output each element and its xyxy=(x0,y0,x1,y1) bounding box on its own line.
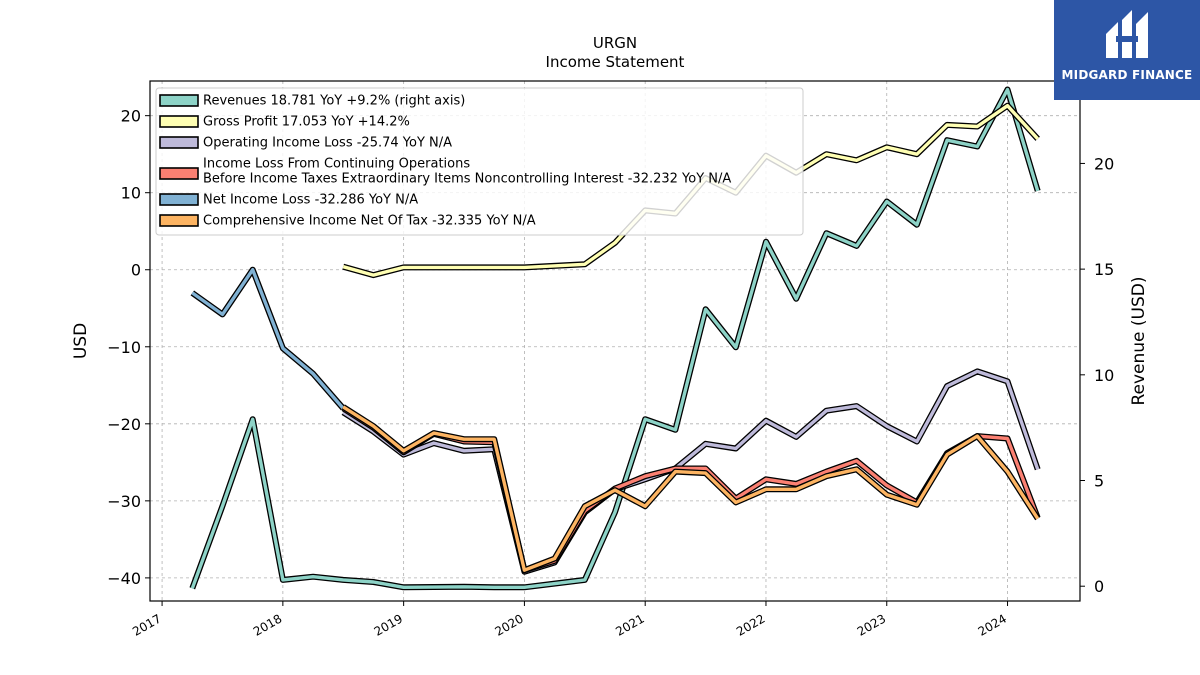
tick-label-right: 5 xyxy=(1094,472,1104,491)
legend: Revenues 18.781 YoY +9.2% (right axis) Gr… xyxy=(155,87,804,236)
tick-label-x: 2017 xyxy=(130,611,163,638)
legend-label: Income Loss From Continuing Operations xyxy=(203,157,470,172)
series-line xyxy=(190,87,1040,589)
tick-label-x: 2024 xyxy=(976,611,1009,638)
legend-swatch xyxy=(159,94,199,107)
grid-lines xyxy=(150,81,1080,601)
legend-label: Operating Income Loss -25.74 YoY N/A xyxy=(203,136,452,151)
series-4 xyxy=(190,266,346,411)
tick-label-x: 2021 xyxy=(613,611,646,638)
legend-swatch xyxy=(159,115,199,128)
logo-icon xyxy=(1106,10,1148,58)
tick-label-left: 20 xyxy=(121,107,141,126)
tick-label-right: 20 xyxy=(1094,154,1114,173)
tick-label-left: −40 xyxy=(107,569,141,588)
tick-label-x: 2023 xyxy=(855,611,888,638)
tick-label-right: 0 xyxy=(1094,577,1104,596)
series-layer xyxy=(189,86,1041,591)
legend-label: Gross Profit 17.053 YoY +14.2% xyxy=(203,115,410,130)
legend-swatch xyxy=(159,136,199,149)
legend-label: Comprehensive Income Net Of Tax -32.335 … xyxy=(203,214,536,229)
tick-label-right: 15 xyxy=(1094,260,1114,279)
x-axis: 2017 2018 2019 2020 2021 2022 2023 2024 xyxy=(130,601,1009,639)
series-line xyxy=(191,268,345,410)
legend-swatch xyxy=(159,167,199,180)
legend-label: Net Income Loss -32.286 YoY N/A xyxy=(203,193,418,208)
series-line xyxy=(342,406,1040,572)
tick-label-left: −10 xyxy=(107,338,141,357)
tick-label-x: 2022 xyxy=(734,611,767,638)
right-axis: 0 5 10 15 20 xyxy=(1080,154,1114,596)
logo-text: MIDGARD FINANCE xyxy=(1061,68,1193,82)
tick-label-left: −20 xyxy=(107,415,141,434)
legend-swatch xyxy=(159,214,199,227)
tick-label-x: 2018 xyxy=(251,611,284,638)
left-axis: −40 −30 −20 −10 0 10 20 xyxy=(107,107,150,588)
series-line-outline xyxy=(190,266,346,411)
y-axis-label-right: Revenue (USD) xyxy=(1129,276,1149,405)
tick-label-left: 0 xyxy=(131,261,141,280)
tick-label-left: 10 xyxy=(121,184,141,203)
series-2 xyxy=(341,368,1041,575)
legend-box xyxy=(155,87,804,236)
legend-label: Before Income Taxes Extraordinary Items … xyxy=(203,172,731,187)
series-0 xyxy=(189,86,1041,591)
series-line xyxy=(342,369,1040,574)
series-5 xyxy=(341,404,1041,574)
chart-title: URGN xyxy=(593,34,637,52)
tick-label-x: 2019 xyxy=(372,611,405,638)
series-line-outline xyxy=(341,405,1041,574)
tick-label-left: −30 xyxy=(107,492,141,511)
series-line-outline xyxy=(341,404,1041,574)
tick-label-x: 2020 xyxy=(492,611,525,638)
plot-frame xyxy=(149,80,1081,602)
y-axis-label-left: USD xyxy=(71,323,91,359)
chart-subtitle: Income Statement xyxy=(546,53,685,71)
legend-swatch xyxy=(159,193,199,206)
tick-label-right: 10 xyxy=(1094,366,1114,385)
series-line xyxy=(342,405,1040,572)
midgard-finance-logo: MIDGARD FINANCE xyxy=(1054,0,1200,100)
legend-label: Revenues 18.781 YoY +9.2% (right axis) xyxy=(203,94,465,109)
series-3 xyxy=(341,405,1041,574)
